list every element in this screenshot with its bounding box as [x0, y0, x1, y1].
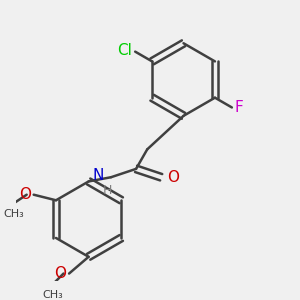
- Text: O: O: [19, 187, 31, 202]
- Text: Cl: Cl: [118, 43, 132, 58]
- Text: N: N: [93, 168, 104, 183]
- Text: CH₃: CH₃: [4, 208, 25, 219]
- Text: H: H: [103, 184, 112, 197]
- Text: F: F: [235, 100, 243, 115]
- Text: O: O: [54, 266, 66, 281]
- Text: O: O: [167, 170, 179, 185]
- Text: CH₃: CH₃: [42, 290, 63, 300]
